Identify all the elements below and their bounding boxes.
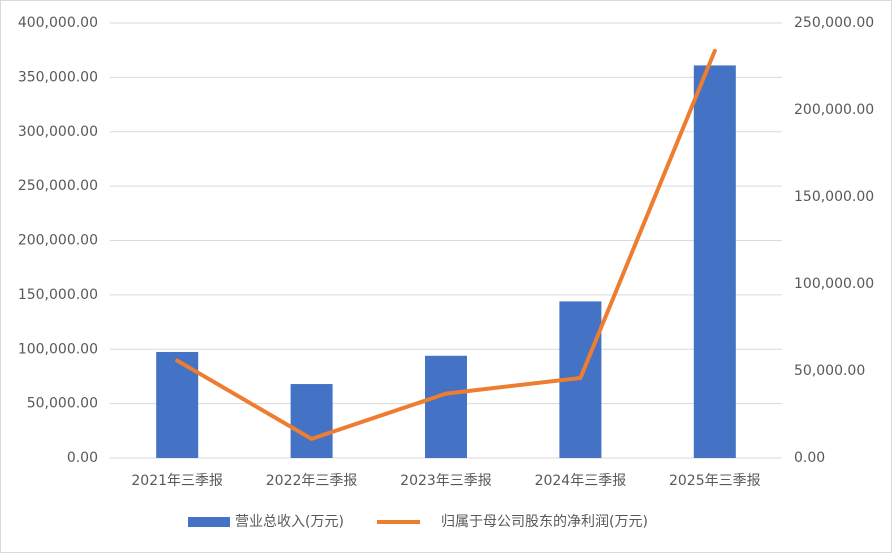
y-tick-label: 200,000.00 [18,233,98,249]
line [175,48,717,441]
y2-tick-label: 150,000.00 [794,189,874,205]
legend-swatch [188,517,230,527]
x-tick-label: 2022年三季报 [266,473,358,489]
y-tick-label: 250,000.00 [18,178,98,194]
x-tick-label: 2023年三季报 [400,473,492,489]
y-tick-label: 400,000.00 [18,15,98,31]
y2-tick-label: 100,000.00 [794,276,874,292]
y2-tick-label: 50,000.00 [794,363,865,379]
x-tick-label: 2021年三季报 [131,473,223,489]
y2-tick-label: 250,000.00 [794,15,874,31]
legend-label: 营业总收入(万元) [235,514,344,530]
bar [693,65,736,458]
x-tick-label: 2024年三季报 [535,473,627,489]
legend-label: 归属于母公司股东的净利润(万元) [441,513,648,530]
y-tick-label: 100,000.00 [18,341,98,357]
bar [290,384,333,458]
y-tick-label: 300,000.00 [18,124,98,140]
bar [425,355,467,458]
y2-tick-label: 200,000.00 [794,102,874,118]
y-tick-label: 0.00 [67,450,98,466]
y-tick-label: 50,000.00 [27,396,98,412]
y-tick-label: 350,000.00 [18,69,98,85]
y-tick-label: 150,000.00 [18,287,98,303]
x-tick-label: 2025年三季报 [669,473,761,489]
y2-tick-label: 0.00 [794,450,825,466]
